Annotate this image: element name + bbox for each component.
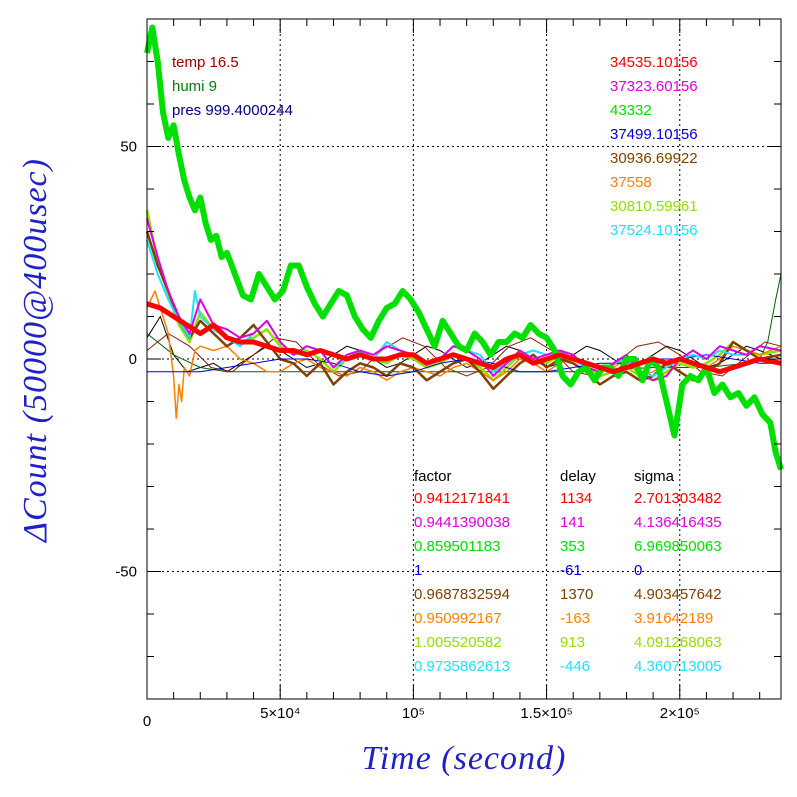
series-line [146, 301, 782, 375]
env-label: temp 16.5 [172, 54, 239, 71]
delay-value: -61 [560, 562, 582, 579]
series-total: 37558 [610, 174, 652, 191]
delay-header: delay [560, 468, 596, 485]
factor-value: 1 [414, 562, 422, 579]
y-axis-label-text: ΔCount (50000@400usec) [17, 158, 54, 542]
data-lines [144, 24, 784, 471]
x-tick-label: 1.5×10⁵ [520, 705, 573, 722]
series-total: 37524.10156 [610, 222, 698, 239]
sigma-value: 4.091268063 [634, 634, 722, 651]
delay-value: 141 [560, 514, 585, 531]
sigma-value: 4.360713005 [634, 658, 722, 675]
x-tick-label: 5×10⁴ [260, 705, 300, 722]
delay-value: 353 [560, 538, 585, 555]
series-total: 43332 [610, 102, 652, 119]
tick-labels: 0 5×10⁴ 10⁵ 1.5×10⁵ 2×10⁵ 50 0 -50 [115, 139, 699, 731]
series-total: 37499.10156 [610, 126, 698, 143]
factor-value: 0.9735862613 [414, 658, 510, 675]
axis-ticks [146, 18, 781, 700]
sigma-value: 2.701303482 [634, 490, 722, 507]
series-total: 30936.69922 [610, 150, 698, 167]
series-total: 30810.59961 [610, 198, 698, 215]
delay-value: -446 [560, 658, 590, 675]
factor-value: 0.950992167 [414, 610, 502, 627]
env-label: humi 9 [172, 78, 217, 95]
factor-value: 1.005520582 [414, 634, 502, 651]
y-tick-label: 50 [120, 139, 137, 156]
sigma-value: 3.91642189 [634, 610, 713, 627]
factor-value: 0.9412171841 [414, 490, 510, 507]
sigma-value: 4.903457642 [634, 586, 722, 603]
series-total: 37323.60156 [610, 78, 698, 95]
series-line [146, 218, 782, 382]
factor-header: factor [414, 468, 452, 485]
delay-value: -163 [560, 610, 590, 627]
sigma-value: 4.136416435 [634, 514, 722, 531]
series-line [144, 24, 784, 471]
factor-value: 0.9441390038 [414, 514, 510, 531]
x-tick-label: 2×10⁵ [660, 705, 700, 722]
sigma-header: sigma [634, 468, 675, 485]
y-tick-label: 0 [129, 351, 137, 368]
y-axis-label: ΔCount (50000@400usec) [6, 70, 66, 630]
x-tick-label: 0 [143, 713, 151, 730]
series-totals: 34535.10156 37323.60156 43332 37499.10156 30… [610, 54, 698, 239]
reference-line [146, 332, 782, 377]
y-tick-label: -50 [115, 564, 137, 581]
sigma-value: 0 [634, 562, 642, 579]
delay-value: 913 [560, 634, 585, 651]
x-axis-label: Time (second) [361, 740, 567, 777]
delay-value: 1370 [560, 586, 593, 603]
x-tick-label: 10⁵ [402, 705, 425, 722]
delay-value: 1134 [560, 490, 592, 507]
fit-parameter-table: factor delay sigma 0.9412171841 1134 2.701… [414, 468, 722, 675]
env-label: pres 999.4000244 [172, 102, 293, 119]
sigma-value: 6.969850063 [634, 538, 722, 555]
environment-labels: temp 16.5 humi 9 pres 999.4000244 [172, 54, 293, 119]
series-total: 34535.10156 [610, 54, 698, 71]
factor-value: 0.859501183 [414, 538, 500, 555]
factor-value: 0.9687832594 [414, 586, 510, 603]
